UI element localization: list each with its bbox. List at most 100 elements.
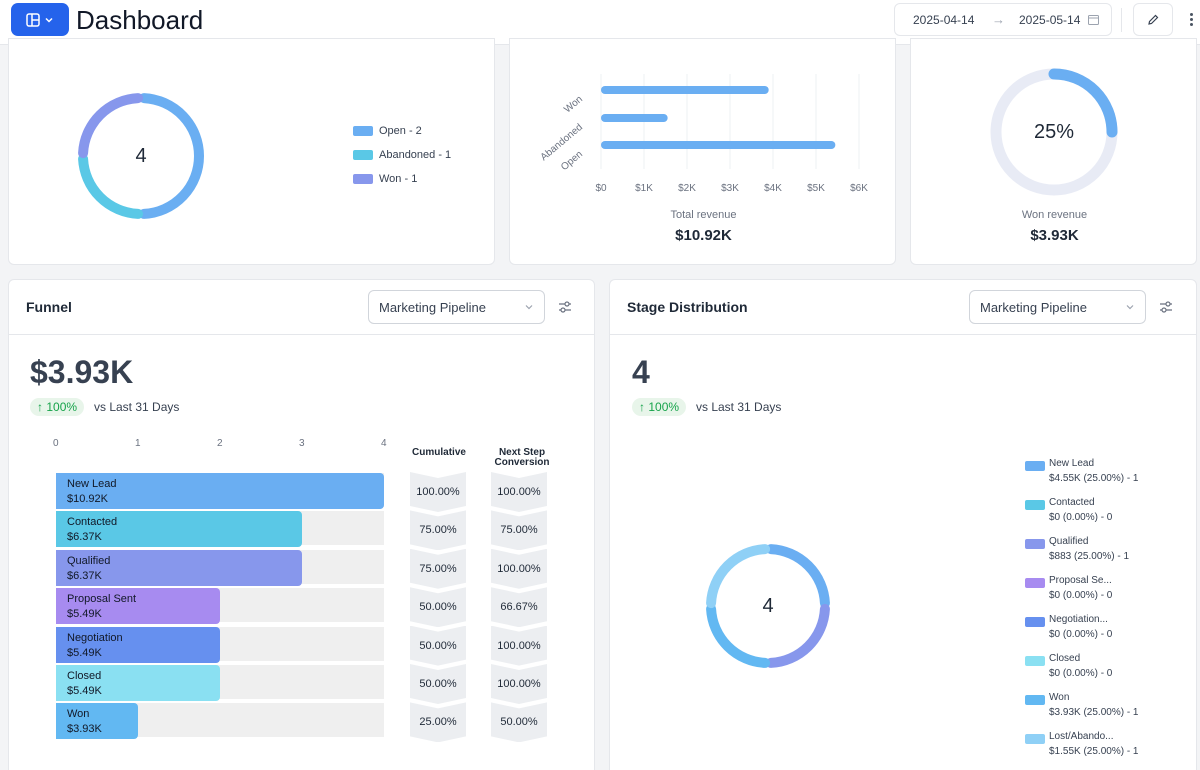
status-donut-chart [78, 93, 204, 219]
layout-icon [26, 12, 40, 27]
legend-stage-name: Proposal Se... [1049, 575, 1112, 586]
funnel-row[interactable]: Negotiation $5.49K [56, 626, 384, 663]
funnel-bar[interactable] [56, 703, 138, 740]
legend-stage-name: Closed [1049, 653, 1081, 664]
legend-stage-detail: $1.55K (25.00%) - 1 [1049, 746, 1139, 757]
cumulative-cell: 25.00% [410, 702, 466, 742]
legend-stage-name: Won [1049, 692, 1070, 703]
pencil-icon [1148, 14, 1159, 25]
donut-slice-abandoned[interactable] [78, 153, 144, 219]
x-tick-label: $0 [595, 183, 607, 194]
calendar-icon[interactable] [1087, 13, 1100, 26]
funnel-row[interactable]: Contacted $6.37K [56, 511, 384, 548]
arrow-right-icon: → [992, 12, 1005, 27]
layout-switcher-button[interactable] [11, 3, 69, 36]
funnel-stage-value: $6.37K [67, 569, 102, 582]
x-tick-label: $4K [764, 183, 782, 194]
funnel-stage-name: Qualified [67, 554, 111, 567]
stage-center-total: 4 [762, 595, 774, 617]
header-divider [1121, 8, 1122, 32]
next-step-cell: 66.67% [491, 587, 547, 627]
funnel-axis-tick: 4 [381, 438, 387, 449]
donut-slice-qualified[interactable] [765, 603, 830, 668]
funnel-axis-tick: 0 [53, 438, 59, 449]
legend-swatch [1025, 578, 1045, 588]
funnel-bar[interactable] [56, 626, 220, 663]
more-options-button[interactable] [1186, 8, 1196, 30]
funnel-bar[interactable] [56, 549, 302, 586]
funnel-kpi: $3.93K [30, 354, 134, 390]
filter-settings-icon[interactable] [557, 299, 573, 315]
status-card: 4 Open - 2 Abandoned - 1 Won - 1 [8, 38, 495, 265]
chevron-down-icon [525, 305, 533, 310]
revenue-bar-open[interactable] [601, 141, 836, 149]
donut-slice-lost-abando-[interactable] [706, 544, 771, 609]
legend-stage-detail: $0 (0.00%) - 0 [1049, 512, 1113, 523]
funnel-row[interactable]: Won $3.93K [56, 703, 384, 740]
next-step-cell: 100.00% [491, 626, 547, 666]
funnel-stage-name: New Lead [67, 478, 117, 490]
funnel-pipeline-select[interactable]: Marketing Pipeline [368, 290, 545, 324]
funnel-axis-tick: 3 [299, 438, 305, 449]
legend-stage-name: Negotiation... [1049, 614, 1108, 625]
status-legend-open: Open - 2 [353, 125, 422, 137]
status-legend-abandoned: Abandoned - 1 [353, 149, 451, 161]
date-start[interactable]: 2025-04-14 [913, 13, 975, 27]
won-value: $3.93K [1030, 227, 1079, 244]
legend-swatch [1025, 695, 1045, 705]
legend-stage-name: Qualified [1049, 536, 1089, 547]
x-tick-label: $5K [807, 183, 825, 194]
revenue-bar-won[interactable] [601, 86, 769, 94]
funnel-card: Funnel Marketing Pipeline $3.93K ↑ 100% … [8, 279, 595, 770]
funnel-row[interactable]: Closed $5.49K [56, 665, 384, 701]
funnel-row[interactable]: Qualified $6.37K [56, 549, 384, 586]
stage-pipeline-select[interactable]: Marketing Pipeline [969, 290, 1146, 324]
legend-stage-detail: $4.55K (25.00%) - 1 [1049, 473, 1139, 484]
funnel-bar[interactable] [56, 473, 384, 509]
date-range-picker[interactable]: 2025-04-14 → 2025-05-14 [894, 3, 1112, 36]
funnel-row[interactable]: Proposal Sent $5.49K [56, 588, 384, 625]
filter-settings-icon[interactable] [1158, 299, 1174, 315]
status-legend-won: Won - 1 [353, 173, 417, 185]
cumulative-header: Cumulative [412, 447, 466, 458]
funnel-bar[interactable] [56, 511, 302, 548]
funnel-stage-value: $10.92K [67, 493, 108, 505]
cumulative-cell: 50.00% [410, 664, 466, 704]
stage-donut-chart [706, 544, 830, 668]
x-tick-label: $3K [721, 183, 739, 194]
funnel-change-badge: ↑ 100% [30, 398, 85, 416]
legend-swatch [1025, 539, 1045, 549]
legend-stage-detail: $883 (25.00%) - 1 [1049, 551, 1130, 562]
funnel-bar[interactable] [56, 588, 220, 625]
funnel-vs-text: vs Last 31 Days [94, 400, 180, 414]
legend-stage-detail: $0 (0.00%) - 0 [1049, 590, 1113, 601]
legend-swatch [1025, 656, 1045, 666]
revenue-value: $10.92K [675, 227, 732, 244]
stage-kpi: 4 [632, 354, 650, 390]
legend-swatch [1025, 734, 1045, 744]
donut-slice-won[interactable] [78, 93, 144, 159]
funnel-stage-value: $5.49K [67, 685, 102, 697]
funnel-axis-tick: 2 [217, 438, 223, 449]
x-tick-label: $6K [850, 183, 868, 194]
legend-stage-detail: $0 (0.00%) - 0 [1049, 629, 1113, 640]
funnel-bar[interactable] [56, 665, 220, 701]
date-end[interactable]: 2025-05-14 [1019, 13, 1081, 27]
funnel-axis-tick: 1 [135, 438, 141, 449]
funnel-stage-name: Contacted [67, 516, 118, 529]
cumulative-cell: 100.00% [410, 472, 466, 512]
stage-title: Stage Distribution [627, 299, 748, 315]
donut-slice-won[interactable] [706, 603, 771, 668]
edit-button[interactable] [1133, 3, 1173, 36]
donut-slice-new-lead[interactable] [765, 544, 830, 609]
legend-stage-name: Contacted [1049, 497, 1095, 508]
funnel-row[interactable]: New Lead $10.92K [56, 473, 384, 509]
next-step-cell: 50.00% [491, 702, 547, 742]
funnel-stage-value: $5.49K [67, 646, 102, 659]
x-tick-label: $1K [635, 183, 653, 194]
funnel-stage-name: Proposal Sent [67, 593, 137, 606]
donut-slice-open[interactable] [138, 93, 204, 219]
revenue-bar-abandoned[interactable] [601, 114, 668, 122]
cumulative-cell: 75.00% [410, 510, 466, 550]
